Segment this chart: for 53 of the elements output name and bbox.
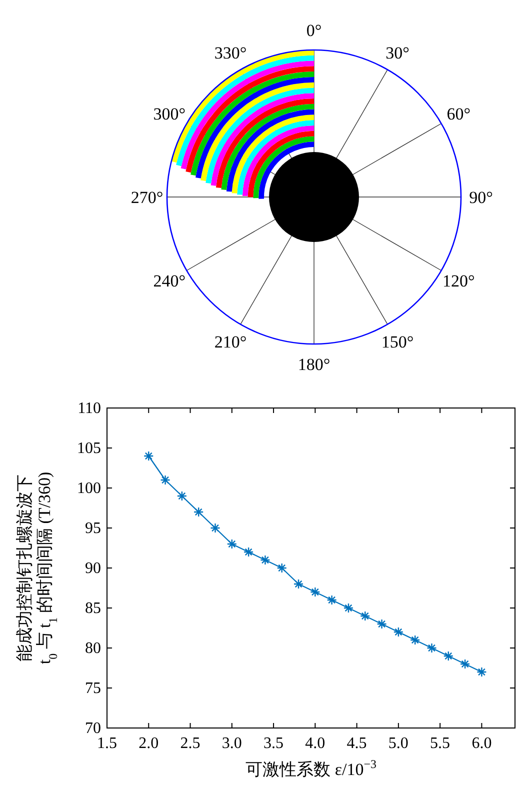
- point: [210, 522, 220, 534]
- y-tick-label: 100: [77, 480, 101, 497]
- point: [476, 666, 487, 678]
- point: [326, 594, 337, 606]
- point: [410, 634, 420, 646]
- category-label: 30°: [386, 43, 410, 62]
- x-tick-label: 5.0: [388, 735, 408, 752]
- category-label: 270°: [130, 188, 164, 207]
- point: [276, 562, 287, 574]
- y-tick-label: 85: [85, 600, 101, 617]
- x-tick-label: 3.0: [222, 735, 242, 752]
- category-label: 90°: [469, 188, 493, 207]
- x-tick-label: 4.5: [346, 735, 367, 752]
- y-tick-label: 75: [85, 680, 101, 697]
- point: [193, 506, 204, 518]
- x-axis-title: 可激性系数 ε/10$^{−3}$: [246, 757, 376, 779]
- category-label: 0°: [306, 21, 322, 40]
- category-label: 210°: [214, 332, 247, 352]
- category-label: 240°: [153, 272, 186, 290]
- point: [260, 554, 270, 566]
- point: [443, 650, 454, 662]
- point: [393, 626, 404, 638]
- y-tick-label: 90: [85, 560, 101, 577]
- point: [426, 642, 437, 654]
- point: [460, 658, 470, 670]
- x-tick-label: 1.5: [97, 735, 117, 752]
- y-tick-label: 110: [78, 400, 101, 417]
- category-label: 150°: [381, 332, 414, 352]
- x-tick-label: 2.0: [138, 735, 159, 752]
- point: [144, 450, 154, 462]
- point: [243, 546, 254, 558]
- point: [176, 490, 188, 502]
- category-label: 180°: [298, 355, 330, 374]
- point: [360, 610, 370, 622]
- point: [376, 618, 387, 630]
- point: [226, 538, 237, 550]
- y-tick-label: 80: [85, 640, 101, 657]
- category-label: 330°: [214, 43, 247, 62]
- point: [310, 586, 320, 598]
- x-tick-label: 3.5: [264, 735, 284, 752]
- point: [160, 474, 170, 486]
- y-tick-label: 70: [85, 720, 101, 737]
- category-label: 300°: [153, 104, 186, 124]
- point: [343, 602, 354, 614]
- point: [293, 578, 304, 590]
- x-tick-label: 5.5: [430, 735, 450, 752]
- category-label: 60°: [446, 104, 471, 124]
- y-tick-label: 105: [77, 440, 101, 457]
- x-tick-label: 2.5: [180, 735, 200, 752]
- x-tick-label: 6.0: [472, 735, 492, 752]
- x-tick-label: 4.0: [305, 735, 326, 752]
- category-label: 120°: [442, 272, 475, 290]
- y-tick-label: 95: [85, 520, 101, 537]
